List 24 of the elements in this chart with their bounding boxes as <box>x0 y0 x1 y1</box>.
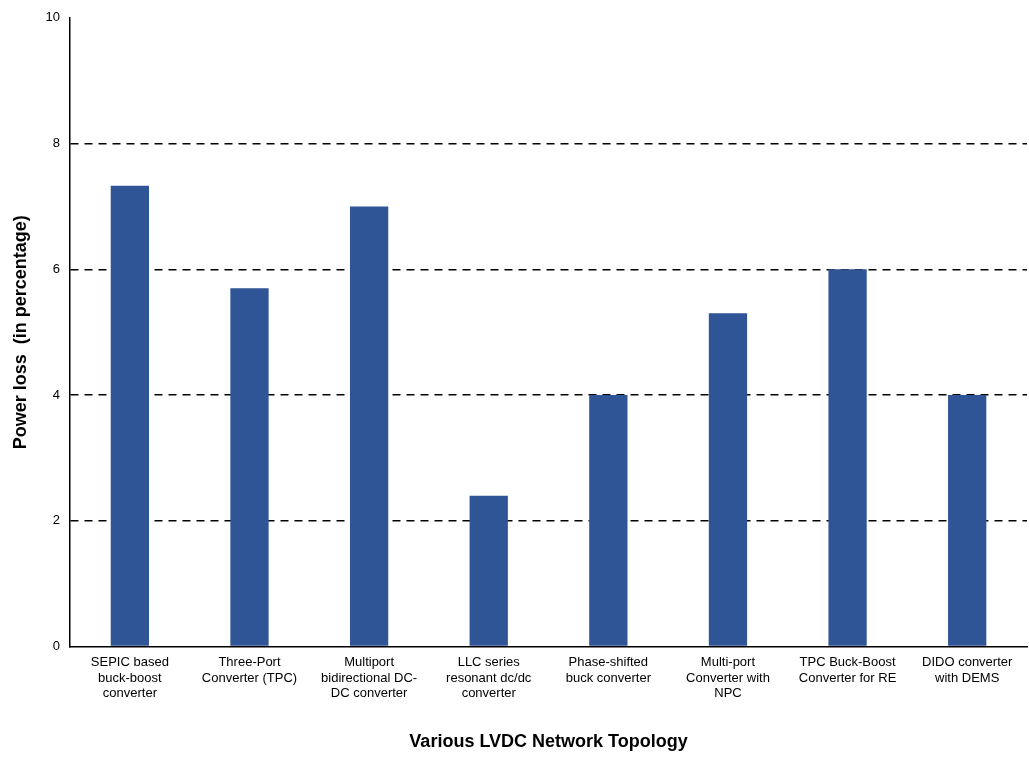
x-tick-label: Phase-shifted buck converter <box>565 653 652 685</box>
x-tick-label: Multiport bidirectional DC- DC converter <box>321 653 418 701</box>
x-tick-label: Three-Port Converter (TPC) <box>201 653 298 685</box>
bar <box>469 495 508 646</box>
bar <box>948 395 987 646</box>
bar <box>349 206 389 646</box>
y-tick-label: 8 <box>52 135 61 151</box>
y-tick-label: 4 <box>52 386 61 402</box>
x-tick-label: Multi-port Converter with NPC <box>686 653 770 701</box>
y-tick-label: 10 <box>45 9 61 25</box>
bar <box>230 288 269 646</box>
bar <box>589 395 628 646</box>
x-axis-title: Various LVDC Network Topology <box>409 731 688 752</box>
y-tick-label: 6 <box>52 260 61 276</box>
x-tick-label: SEPIC based buck-boost converter <box>90 653 169 701</box>
y-axis-title: Power loss (in percentage) <box>9 215 30 450</box>
y-tick-label: 2 <box>52 512 61 528</box>
x-tick-label: LLC series resonant dc/dc converter <box>446 653 532 701</box>
x-tick-label: DIDO converter with DEMS <box>922 653 1014 685</box>
bar <box>708 313 748 646</box>
bar <box>828 269 867 646</box>
y-tick-label: 0 <box>52 638 61 654</box>
bar <box>110 185 150 646</box>
x-tick-label: TPC Buck-Boost Converter for RE <box>798 653 897 685</box>
